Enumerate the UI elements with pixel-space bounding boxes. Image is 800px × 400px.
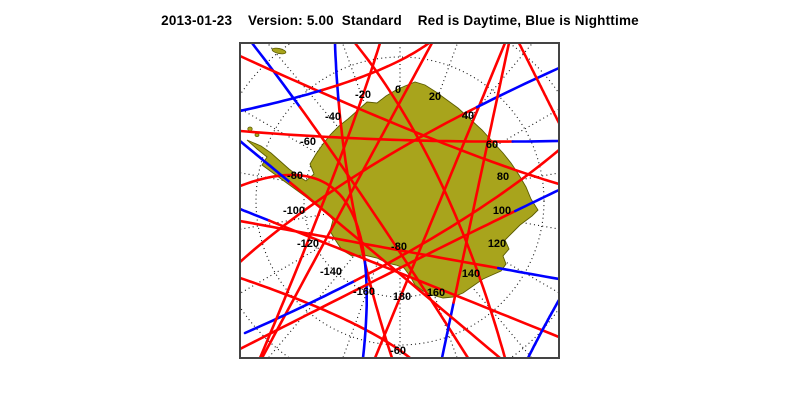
orbit-track-day-segment: [258, 43, 382, 358]
longitude-label: -120: [297, 238, 319, 250]
orbit-track-day-segment: [240, 219, 500, 270]
longitude-label: -140: [320, 266, 342, 278]
orbit-track-night-segment: [526, 298, 559, 358]
orbit-track-night-segment: [250, 43, 302, 109]
orbit-track-night-segment: [497, 266, 559, 281]
orbit-track-day-segment: [353, 148, 559, 283]
map-frame: [239, 42, 560, 359]
orbit-track-day-segment: [240, 209, 517, 351]
island: [271, 47, 287, 55]
longitude-label: -20: [355, 89, 371, 101]
longitude-label: 20: [429, 91, 441, 103]
orbit-track-night-segment: [240, 207, 271, 222]
orbit-track-day-segment: [452, 43, 511, 304]
orbit-track-day-segment: [320, 43, 431, 92]
longitude-label: 140: [462, 268, 480, 280]
orbit-track-night-segment: [333, 43, 340, 104]
longitude-label: 80: [497, 171, 509, 183]
orbit-track-night-segment: [475, 66, 559, 109]
latitude-label: -80: [391, 241, 407, 253]
latitude-label: -60: [390, 345, 406, 357]
orbit-track-night-segment: [361, 260, 368, 358]
longitude-label: -80: [287, 170, 303, 182]
longitude-label: -40: [325, 111, 341, 123]
longitude-label: -160: [353, 286, 375, 298]
orbit-track-day-segment: [240, 173, 367, 264]
orbit-track-night-segment: [240, 139, 292, 184]
plot-title: 2013-01-23 Version: 5.00 Standard Red is…: [161, 13, 639, 28]
orbit-track-day-segment: [260, 43, 434, 358]
orbit-track-night-segment: [243, 279, 357, 335]
orbit-track-day-segment: [373, 43, 507, 358]
longitude-label: 0: [395, 84, 401, 96]
longitude-label: -100: [283, 205, 305, 217]
orbit-track-day-segment: [288, 181, 502, 358]
graticule-labels: 0 20 40 60 80 100 120 140 160 180 -160 -140 -120 -100…: [283, 84, 511, 357]
island: [254, 132, 260, 137]
orbit-track-night-segment: [240, 88, 324, 113]
longitude-label: -60: [300, 136, 316, 148]
orbit-tracks: [240, 43, 559, 358]
orbit-track-night-segment: [440, 301, 455, 358]
orbit-track-night-segment: [511, 139, 559, 143]
longitude-label: 180: [393, 291, 411, 303]
orbit-track-night-segment: [514, 188, 559, 213]
orbit-track-day-segment: [240, 105, 479, 264]
orbit-track-day-segment: [240, 276, 412, 358]
orbit-track-day-segment: [298, 105, 470, 358]
longitude-label: 160: [427, 287, 445, 299]
longitude-label: 100: [493, 205, 511, 217]
orbit-track-day-segment: [240, 129, 514, 143]
longitude-label: 120: [488, 238, 506, 250]
longitude-label: 40: [462, 110, 474, 122]
orbit-track-day-segment: [353, 43, 507, 358]
longitude-label: 60: [486, 139, 498, 151]
orbit-track-day-segment: [517, 43, 559, 125]
